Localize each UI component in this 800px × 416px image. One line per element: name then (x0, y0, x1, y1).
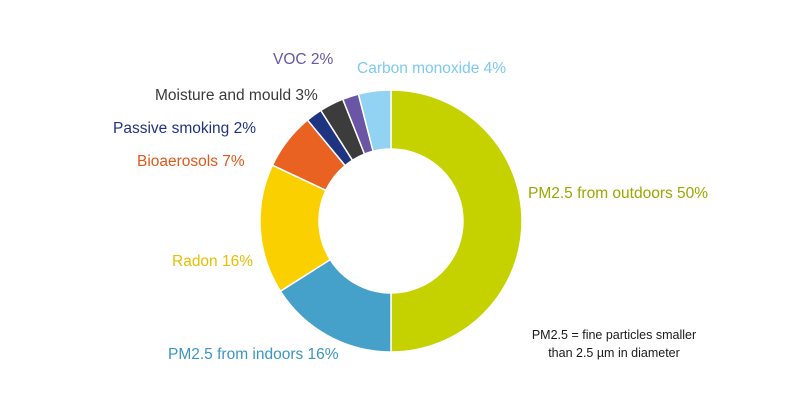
label-voc-2: VOC 2% (273, 51, 334, 68)
label-moisture-and-mould-3: Moisture and mould 3% (155, 87, 318, 104)
label-bioaerosols-7: Bioaerosols 7% (137, 153, 245, 170)
label-pm2-5-from-outdoors-50: PM2.5 from outdoors 50% (528, 185, 708, 202)
note-line-1: PM2.5 = fine particles smaller (532, 328, 696, 342)
slice-labels: PM2.5 from outdoors 50% PM2.5 from indoor… (113, 51, 708, 363)
note-line-2: than 2.5 µm in diameter (548, 346, 680, 360)
slice-carbon-monoxide-4 (357, 89, 392, 153)
slice-pm2-5-from-outdoors-50 (390, 89, 523, 353)
label-passive-smoking-2: Passive smoking 2% (113, 120, 256, 137)
label-pm2-5-from-indoors-16: PM2.5 from indoors 16% (168, 346, 339, 363)
donut-slices (259, 89, 523, 353)
label-carbon-monoxide-4: Carbon monoxide 4% (357, 60, 506, 77)
label-radon-16: Radon 16% (172, 253, 253, 270)
